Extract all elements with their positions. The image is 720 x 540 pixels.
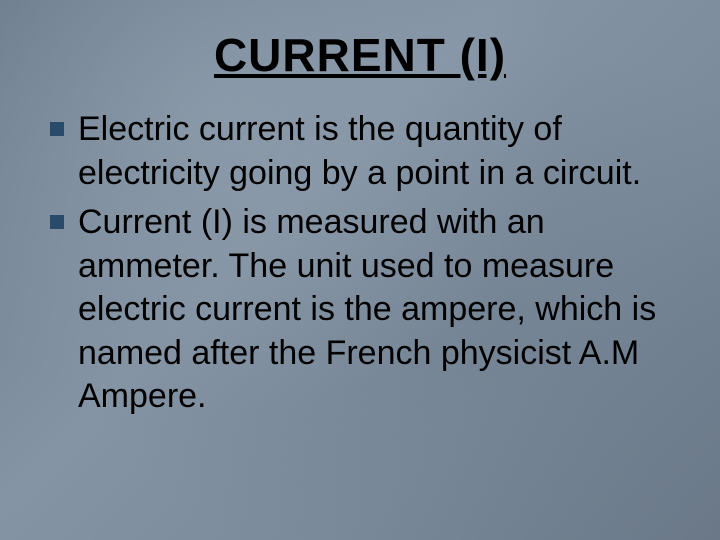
square-bullet-icon [50,122,64,136]
square-bullet-icon [50,215,64,229]
bullet-list: Electric current is the quantity of elec… [32,108,688,419]
list-item: Electric current is the quantity of elec… [50,108,688,195]
bullet-text: Electric current is the quantity of elec… [78,108,688,195]
slide-title: CURRENT (I) [32,28,688,82]
list-item: Current (I) is measured with an ammeter.… [50,201,688,419]
bullet-text: Current (I) is measured with an ammeter.… [78,201,688,419]
